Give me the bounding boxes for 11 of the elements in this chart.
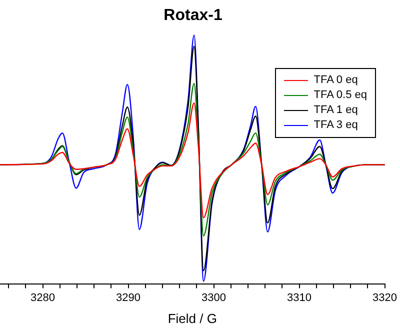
chart-title: Rotax-1 <box>164 7 222 24</box>
x-tick-label: 3280 <box>30 292 55 304</box>
x-tick-label: 3300 <box>202 292 226 304</box>
legend-label: TFA 1 eq <box>314 103 358 118</box>
x-tick-label: 3290 <box>116 292 140 304</box>
x-axis-title: Field / G <box>168 310 217 326</box>
x-tick-label: 3320 <box>372 292 398 304</box>
x-tick-label: 3310 <box>287 292 312 304</box>
legend-label: TFA 3 eq <box>314 118 358 133</box>
legend-label: TFA 0 eq <box>314 73 358 88</box>
legend-label: TFA 0.5 eq <box>314 88 367 103</box>
